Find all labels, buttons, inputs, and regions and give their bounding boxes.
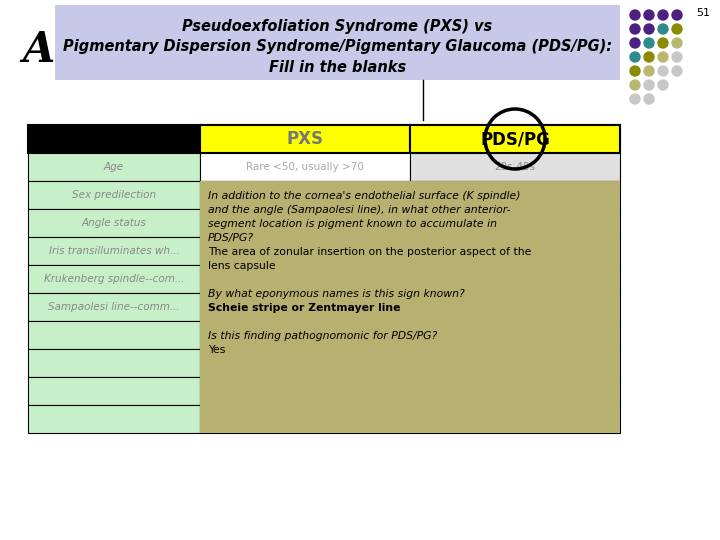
Bar bbox=[410, 265, 620, 293]
Text: By what eponymous names is this sign known?: By what eponymous names is this sign kno… bbox=[208, 289, 464, 299]
Circle shape bbox=[644, 38, 654, 48]
Bar bbox=[410, 377, 620, 405]
Text: Krukenberg spindle--com...: Krukenberg spindle--com... bbox=[44, 274, 184, 284]
Circle shape bbox=[658, 80, 668, 90]
Text: The area of zonular insertion on the posterior aspect of the: The area of zonular insertion on the pos… bbox=[208, 247, 531, 257]
Bar bbox=[410, 209, 620, 237]
Circle shape bbox=[644, 52, 654, 62]
Bar bbox=[410, 349, 620, 377]
Text: Rare <50, usually >70: Rare <50, usually >70 bbox=[246, 162, 364, 172]
Text: Sampaolesi line--comm...: Sampaolesi line--comm... bbox=[48, 302, 180, 312]
Text: PDS/PG: PDS/PG bbox=[480, 130, 550, 148]
Text: Open: Open bbox=[501, 218, 529, 228]
Bar bbox=[28, 321, 200, 349]
Circle shape bbox=[658, 10, 668, 20]
Circle shape bbox=[672, 52, 682, 62]
Bar bbox=[28, 377, 200, 405]
Circle shape bbox=[672, 10, 682, 20]
Bar bbox=[200, 349, 410, 377]
Bar bbox=[200, 181, 410, 209]
Bar bbox=[410, 181, 620, 209]
Bar bbox=[200, 209, 410, 237]
Bar bbox=[28, 209, 200, 237]
Circle shape bbox=[658, 52, 668, 62]
Bar bbox=[28, 405, 200, 433]
Text: Common: Common bbox=[492, 274, 539, 284]
Bar bbox=[28, 181, 200, 209]
Bar bbox=[200, 237, 410, 265]
Bar bbox=[200, 181, 620, 433]
Circle shape bbox=[630, 52, 640, 62]
Bar bbox=[28, 153, 200, 181]
Text: PXS: PXS bbox=[287, 130, 323, 148]
Circle shape bbox=[658, 66, 668, 76]
Text: Angle status: Angle status bbox=[81, 218, 146, 228]
Text: Yes: Yes bbox=[208, 345, 225, 355]
Circle shape bbox=[644, 66, 654, 76]
Circle shape bbox=[644, 24, 654, 34]
Circle shape bbox=[644, 10, 654, 20]
Text: Common: Common bbox=[492, 302, 539, 312]
Bar bbox=[28, 125, 620, 153]
Circle shape bbox=[644, 80, 654, 90]
Text: Iris transilluminates wh...: Iris transilluminates wh... bbox=[49, 246, 179, 256]
Circle shape bbox=[630, 94, 640, 104]
Text: 51: 51 bbox=[696, 8, 710, 18]
Circle shape bbox=[630, 80, 640, 90]
Circle shape bbox=[658, 38, 668, 48]
Bar bbox=[410, 405, 620, 433]
Text: Is this finding pathognomonic for PDS/PG?: Is this finding pathognomonic for PDS/PG… bbox=[208, 331, 437, 341]
Circle shape bbox=[630, 38, 640, 48]
Circle shape bbox=[658, 24, 668, 34]
Bar bbox=[200, 125, 410, 153]
Bar bbox=[410, 237, 620, 265]
Bar bbox=[410, 293, 620, 321]
Text: 20s-40s: 20s-40s bbox=[495, 162, 536, 172]
Text: In addition to the cornea's endothelial surface (K spindle): In addition to the cornea's endothelial … bbox=[208, 191, 521, 201]
Bar bbox=[28, 237, 200, 265]
Bar bbox=[200, 153, 410, 181]
Bar bbox=[28, 265, 200, 293]
Text: segment location is pigment known to accumulate in: segment location is pigment known to acc… bbox=[208, 219, 497, 229]
Bar bbox=[28, 293, 200, 321]
Text: Pseudoexfoliation Syndrome (PXS) vs: Pseudoexfoliation Syndrome (PXS) vs bbox=[182, 18, 492, 33]
Bar bbox=[55, 5, 620, 80]
Bar bbox=[28, 349, 200, 377]
Circle shape bbox=[630, 10, 640, 20]
Text: PDS/PG?: PDS/PG? bbox=[208, 233, 254, 243]
Text: Radial: Radial bbox=[499, 246, 531, 256]
Bar bbox=[200, 377, 410, 405]
Bar bbox=[200, 405, 410, 433]
Text: Age: Age bbox=[104, 162, 124, 172]
Circle shape bbox=[644, 94, 654, 104]
Circle shape bbox=[630, 24, 640, 34]
Text: Scheie stripe or Zentmayer line: Scheie stripe or Zentmayer line bbox=[208, 303, 400, 313]
Text: Pigmentary Dispersion Syndrome/Pigmentary Glaucoma (PDS/PG):: Pigmentary Dispersion Syndrome/Pigmentar… bbox=[63, 39, 612, 55]
Text: M>F: M>F bbox=[503, 190, 527, 200]
Circle shape bbox=[672, 66, 682, 76]
Circle shape bbox=[672, 24, 682, 34]
Bar bbox=[410, 125, 620, 153]
Bar bbox=[200, 293, 410, 321]
Circle shape bbox=[672, 38, 682, 48]
Text: Fill in the blanks: Fill in the blanks bbox=[269, 60, 406, 76]
Text: and the angle (Sampaolesi line), in what other anterior-: and the angle (Sampaolesi line), in what… bbox=[208, 205, 510, 215]
Text: Sex predilection: Sex predilection bbox=[72, 190, 156, 200]
Text: A: A bbox=[22, 29, 54, 71]
Circle shape bbox=[630, 66, 640, 76]
Bar bbox=[410, 153, 620, 181]
Bar bbox=[200, 321, 410, 349]
Bar bbox=[410, 321, 620, 349]
Text: lens capsule: lens capsule bbox=[208, 261, 276, 271]
Bar bbox=[200, 265, 410, 293]
